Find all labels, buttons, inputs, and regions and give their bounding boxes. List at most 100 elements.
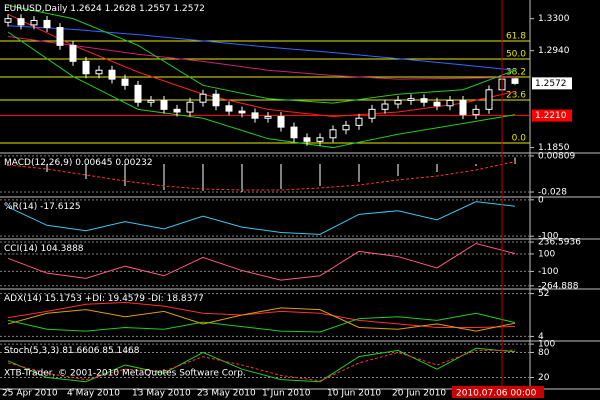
header-part: %R(14) xyxy=(4,202,37,212)
candle-body xyxy=(303,137,311,142)
candle-body xyxy=(4,18,12,23)
y-tick-label: -264.888 xyxy=(538,281,579,291)
cursor-label: 2010.07.06 00:00 xyxy=(456,389,537,399)
indicator-line xyxy=(7,161,516,191)
header-part: 15.1753 xyxy=(45,294,82,304)
x-tick-label: 4 May 2010 xyxy=(67,389,120,399)
fibo-label: 23.6 xyxy=(506,91,526,101)
y-tick-label: 1.3300 xyxy=(538,14,570,24)
header-part: 1.2624 xyxy=(70,4,102,14)
y-tick-label: 4 xyxy=(538,332,544,342)
candle-body xyxy=(459,99,467,116)
fibo-label: 50.0 xyxy=(506,50,526,60)
moving-average xyxy=(7,25,516,71)
candle-body xyxy=(277,115,285,128)
y-tick-label: -100 xyxy=(538,267,559,277)
candle-body xyxy=(186,101,194,113)
candle-body xyxy=(225,105,233,112)
candle-body xyxy=(433,101,441,107)
header-part: -17.6125 xyxy=(40,202,80,212)
copyright: XTB-Trader, © 2001-2010 MetaQuotes Softw… xyxy=(4,369,246,379)
x-tick-label: 1 Jun 2010 xyxy=(262,389,311,399)
y-tick-label: 80 xyxy=(538,348,550,358)
y-tick-label: -0.028 xyxy=(538,188,567,198)
y-tick-label: 52 xyxy=(538,289,549,299)
indicator-line xyxy=(7,312,516,333)
y-tick-label: 0.00809 xyxy=(538,151,575,161)
candle-body xyxy=(43,19,51,29)
candle-body xyxy=(160,99,168,110)
candle-body xyxy=(407,98,415,101)
panel-header: Stoch(5,3,3) 81.6606 85.1468 xyxy=(4,346,140,356)
y-tick-label: 100 xyxy=(538,249,555,259)
panel-header: MACD(12,26,9) 0.00645 0.00232 xyxy=(4,158,153,168)
candle-body xyxy=(17,18,25,26)
header-part: EURUSD,Daily xyxy=(4,4,68,14)
candle-body xyxy=(368,108,376,119)
candle-body xyxy=(238,110,246,114)
candle-body xyxy=(446,99,454,107)
header-part: 0.00645 xyxy=(75,158,112,168)
header-part: -DI: xyxy=(148,294,164,304)
candle-body xyxy=(394,99,402,105)
candle-body xyxy=(342,124,350,131)
candle-body xyxy=(420,98,428,103)
candle-body xyxy=(134,84,142,103)
panel-header: %R(14) -17.6125 xyxy=(4,202,81,212)
panel-header: ADX(14) 15.1753 +DI: 19.4579 -DI: 18.837… xyxy=(4,294,204,304)
candle-body xyxy=(108,69,116,80)
indicator-line xyxy=(7,301,516,328)
panel-header: CCI(14) 104.3888 xyxy=(4,244,84,254)
candle-body xyxy=(355,117,363,126)
header-part: 19.4579 xyxy=(108,294,145,304)
marked-level-label: 1.2210 xyxy=(535,111,567,121)
y-tick-label: 1.1850 xyxy=(538,143,570,153)
x-tick-label: 23 May 2010 xyxy=(197,389,256,399)
cursor-box xyxy=(452,386,544,398)
candle-body xyxy=(82,60,90,75)
header-part: 0.00232 xyxy=(115,158,152,168)
y-tick-label: 1.2940 xyxy=(538,46,570,56)
y-tick-label: 0 xyxy=(538,195,544,205)
header-part: 104.3888 xyxy=(41,244,84,254)
header-part: Stoch(5,3,3) xyxy=(4,346,59,356)
indicator-line xyxy=(7,201,516,235)
candle-body xyxy=(290,126,298,139)
moving-average xyxy=(7,4,516,104)
candle-body xyxy=(147,99,155,103)
indicator-line xyxy=(7,349,516,382)
candle-body xyxy=(329,129,337,139)
x-tick-label: 10 Jun 2010 xyxy=(327,389,381,399)
fibo-label: 0.0 xyxy=(512,134,527,144)
moving-average xyxy=(7,13,516,117)
current-price: 1.2572 xyxy=(535,79,567,89)
candle-body xyxy=(69,44,77,62)
moving-average xyxy=(7,35,516,80)
header-part: CCI(14) xyxy=(4,244,38,254)
candle-body xyxy=(316,137,324,142)
candle-body xyxy=(264,115,272,119)
candle-body xyxy=(95,69,103,75)
y-tick-label: 20 xyxy=(538,373,550,383)
y-tick-label: -100 xyxy=(538,232,559,242)
candle-body xyxy=(30,19,38,26)
fibo-label: 61.8 xyxy=(506,31,526,41)
candle-body xyxy=(485,89,493,110)
header-part: MACD(12,26,9) xyxy=(4,158,72,168)
header-part: 18.8377 xyxy=(167,294,204,304)
x-tick-label: 20 Jun 2010 xyxy=(392,389,446,399)
candle-body xyxy=(212,93,220,107)
candle-body xyxy=(56,27,64,46)
header-part: +DI: xyxy=(85,294,105,304)
candle-body xyxy=(173,108,181,113)
moving-average xyxy=(7,31,516,149)
header-part: 81.6606 xyxy=(62,346,99,356)
y-tick-label: 100 xyxy=(538,340,555,350)
price-box xyxy=(532,77,572,90)
panel-header: EURUSD,Daily 1.2624 1.2628 1.2557 1.2572 xyxy=(4,4,205,14)
candle-body xyxy=(511,78,519,84)
header-part: ADX(14) xyxy=(4,294,42,304)
fibo-label: 38.2 xyxy=(506,67,526,77)
candle-body xyxy=(199,93,207,103)
indicator-line xyxy=(7,307,516,332)
